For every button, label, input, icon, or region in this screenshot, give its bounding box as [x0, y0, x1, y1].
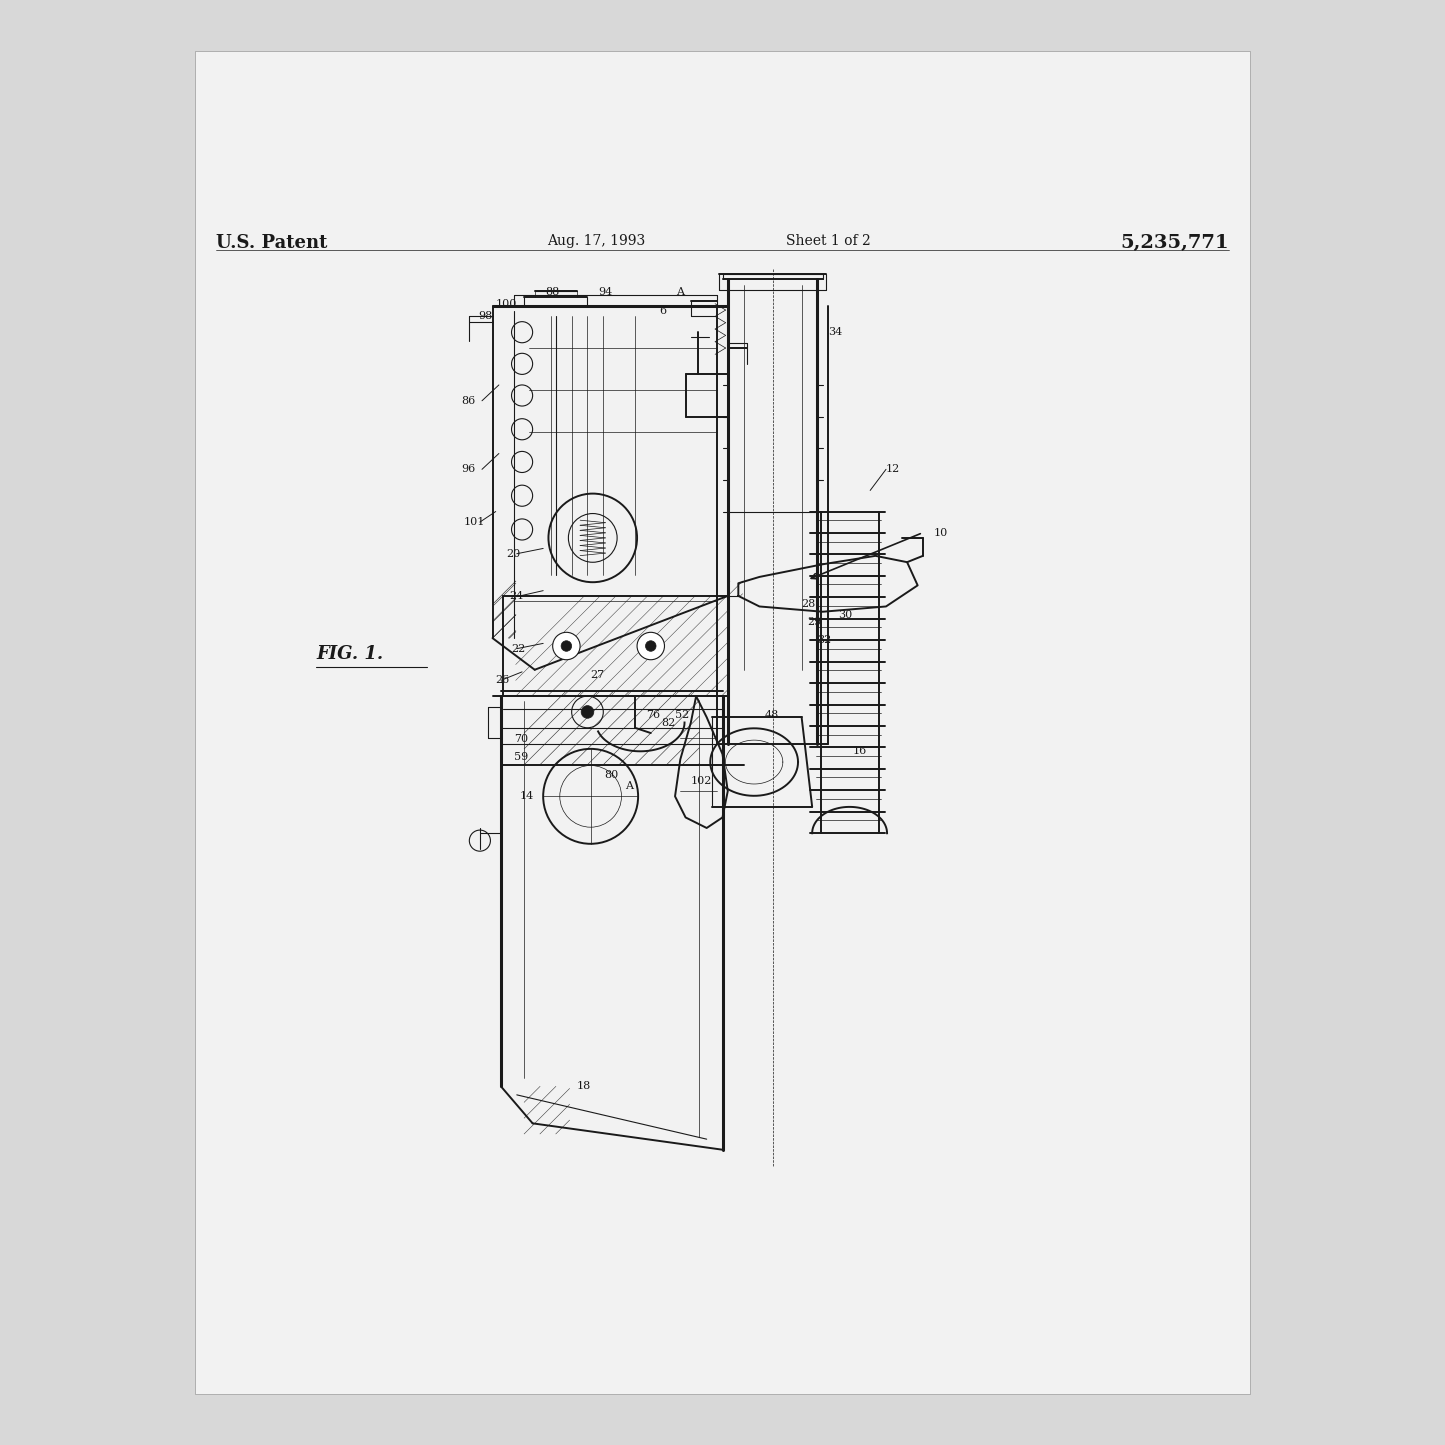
Text: A: A	[676, 288, 683, 298]
Text: 10: 10	[933, 527, 948, 538]
Text: 102: 102	[691, 776, 712, 786]
Circle shape	[637, 633, 665, 660]
Text: 18: 18	[577, 1081, 591, 1091]
Text: 100: 100	[496, 299, 517, 309]
Text: 34: 34	[828, 327, 842, 337]
Text: 22: 22	[512, 643, 526, 653]
Text: Aug. 17, 1993: Aug. 17, 1993	[546, 234, 644, 249]
Text: U.S. Patent: U.S. Patent	[217, 234, 328, 251]
Text: 30: 30	[838, 610, 853, 620]
Text: 76: 76	[646, 709, 660, 720]
Text: 96: 96	[461, 464, 475, 474]
Text: 94: 94	[598, 288, 613, 298]
Text: 16: 16	[853, 746, 867, 756]
Text: 98: 98	[478, 311, 493, 321]
Text: A: A	[626, 780, 633, 790]
Text: 70: 70	[513, 734, 527, 744]
Text: 48: 48	[764, 709, 779, 720]
Text: 86: 86	[461, 396, 475, 406]
Text: 29: 29	[806, 617, 821, 627]
Text: 80: 80	[604, 770, 618, 780]
Circle shape	[581, 705, 594, 718]
Text: 52: 52	[675, 709, 689, 720]
Text: 27: 27	[591, 670, 605, 681]
Text: 32: 32	[818, 636, 832, 646]
Text: 20: 20	[506, 549, 520, 559]
Text: 59: 59	[513, 753, 527, 763]
Text: 24: 24	[510, 591, 523, 601]
Text: 101: 101	[464, 517, 486, 527]
Text: 82: 82	[662, 718, 676, 727]
Text: 28: 28	[802, 600, 816, 610]
Text: 26: 26	[496, 675, 510, 685]
Text: FIG. 1.: FIG. 1.	[316, 644, 383, 663]
Text: 6: 6	[659, 306, 666, 316]
Circle shape	[552, 633, 579, 660]
Circle shape	[646, 640, 656, 652]
Text: Sheet 1 of 2: Sheet 1 of 2	[786, 234, 870, 249]
Text: 88: 88	[545, 288, 559, 298]
Circle shape	[561, 640, 572, 652]
Text: 14: 14	[520, 792, 535, 802]
Text: 12: 12	[886, 464, 900, 474]
Text: 5,235,771: 5,235,771	[1120, 234, 1228, 251]
